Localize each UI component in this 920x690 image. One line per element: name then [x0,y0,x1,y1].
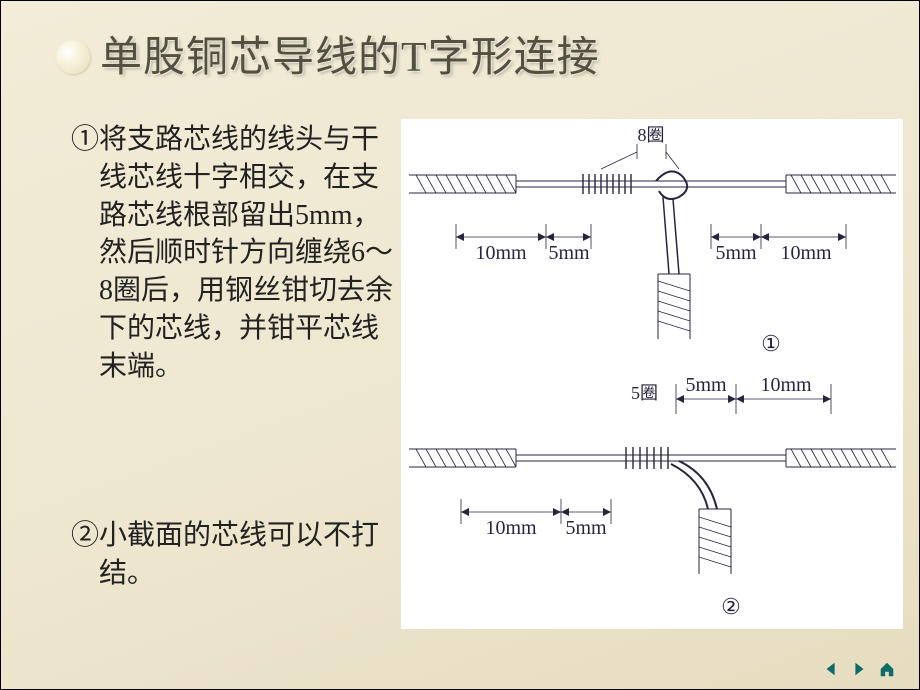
d2-left-inner: 5mm [565,517,607,539]
d2-coil-label: 5圈 [631,383,658,403]
slide-title: 单股铜芯导线的T字形连接 [100,23,600,84]
diagram-1: 8圈 10mm 5mm [409,125,896,356]
paragraph-1: ①将支路芯线的线头与干线芯线十字相交，在支路芯线根部留出5mm，然后顺时针方向缠… [71,121,396,386]
d1-coil-label: 8圈 [638,125,665,145]
paragraph-2: ②小截面的芯线可以不打结。 [71,517,411,593]
diagram-2: 5圈 5mm 10mm [409,374,896,619]
d2-left-outer: 10mm [485,517,537,539]
d1-right-outer: 10mm [780,242,832,264]
d1-left-inner: 5mm [548,242,590,264]
nav-next-button[interactable] [849,659,869,679]
slide: 单股铜芯导线的T字形连接 ①将支路芯线的线头与干线芯线十字相交，在支路芯线根部留… [0,0,920,690]
diagram-panel: 8圈 10mm 5mm [401,119,903,629]
d1-left-outer: 10mm [475,242,527,264]
d2-top-outer: 10mm [760,374,812,396]
nav-prev-button[interactable] [821,659,841,679]
paragraph-2-text: ②小截面的芯线可以不打结。 [71,517,411,593]
title-bullet-ornament [56,40,90,74]
d1-right-inner: 5mm [715,242,757,264]
paragraph-1-text: ①将支路芯线的线头与干线芯线十字相交，在支路芯线根部留出5mm，然后顺时针方向缠… [71,121,396,386]
nav-controls [821,659,897,679]
title-area: 单股铜芯导线的T字形连接 [56,23,600,84]
nav-home-button[interactable] [877,659,897,679]
d1-caption: ① [761,331,781,356]
d2-top-inner: 5mm [685,374,727,396]
d2-caption: ② [721,594,741,619]
